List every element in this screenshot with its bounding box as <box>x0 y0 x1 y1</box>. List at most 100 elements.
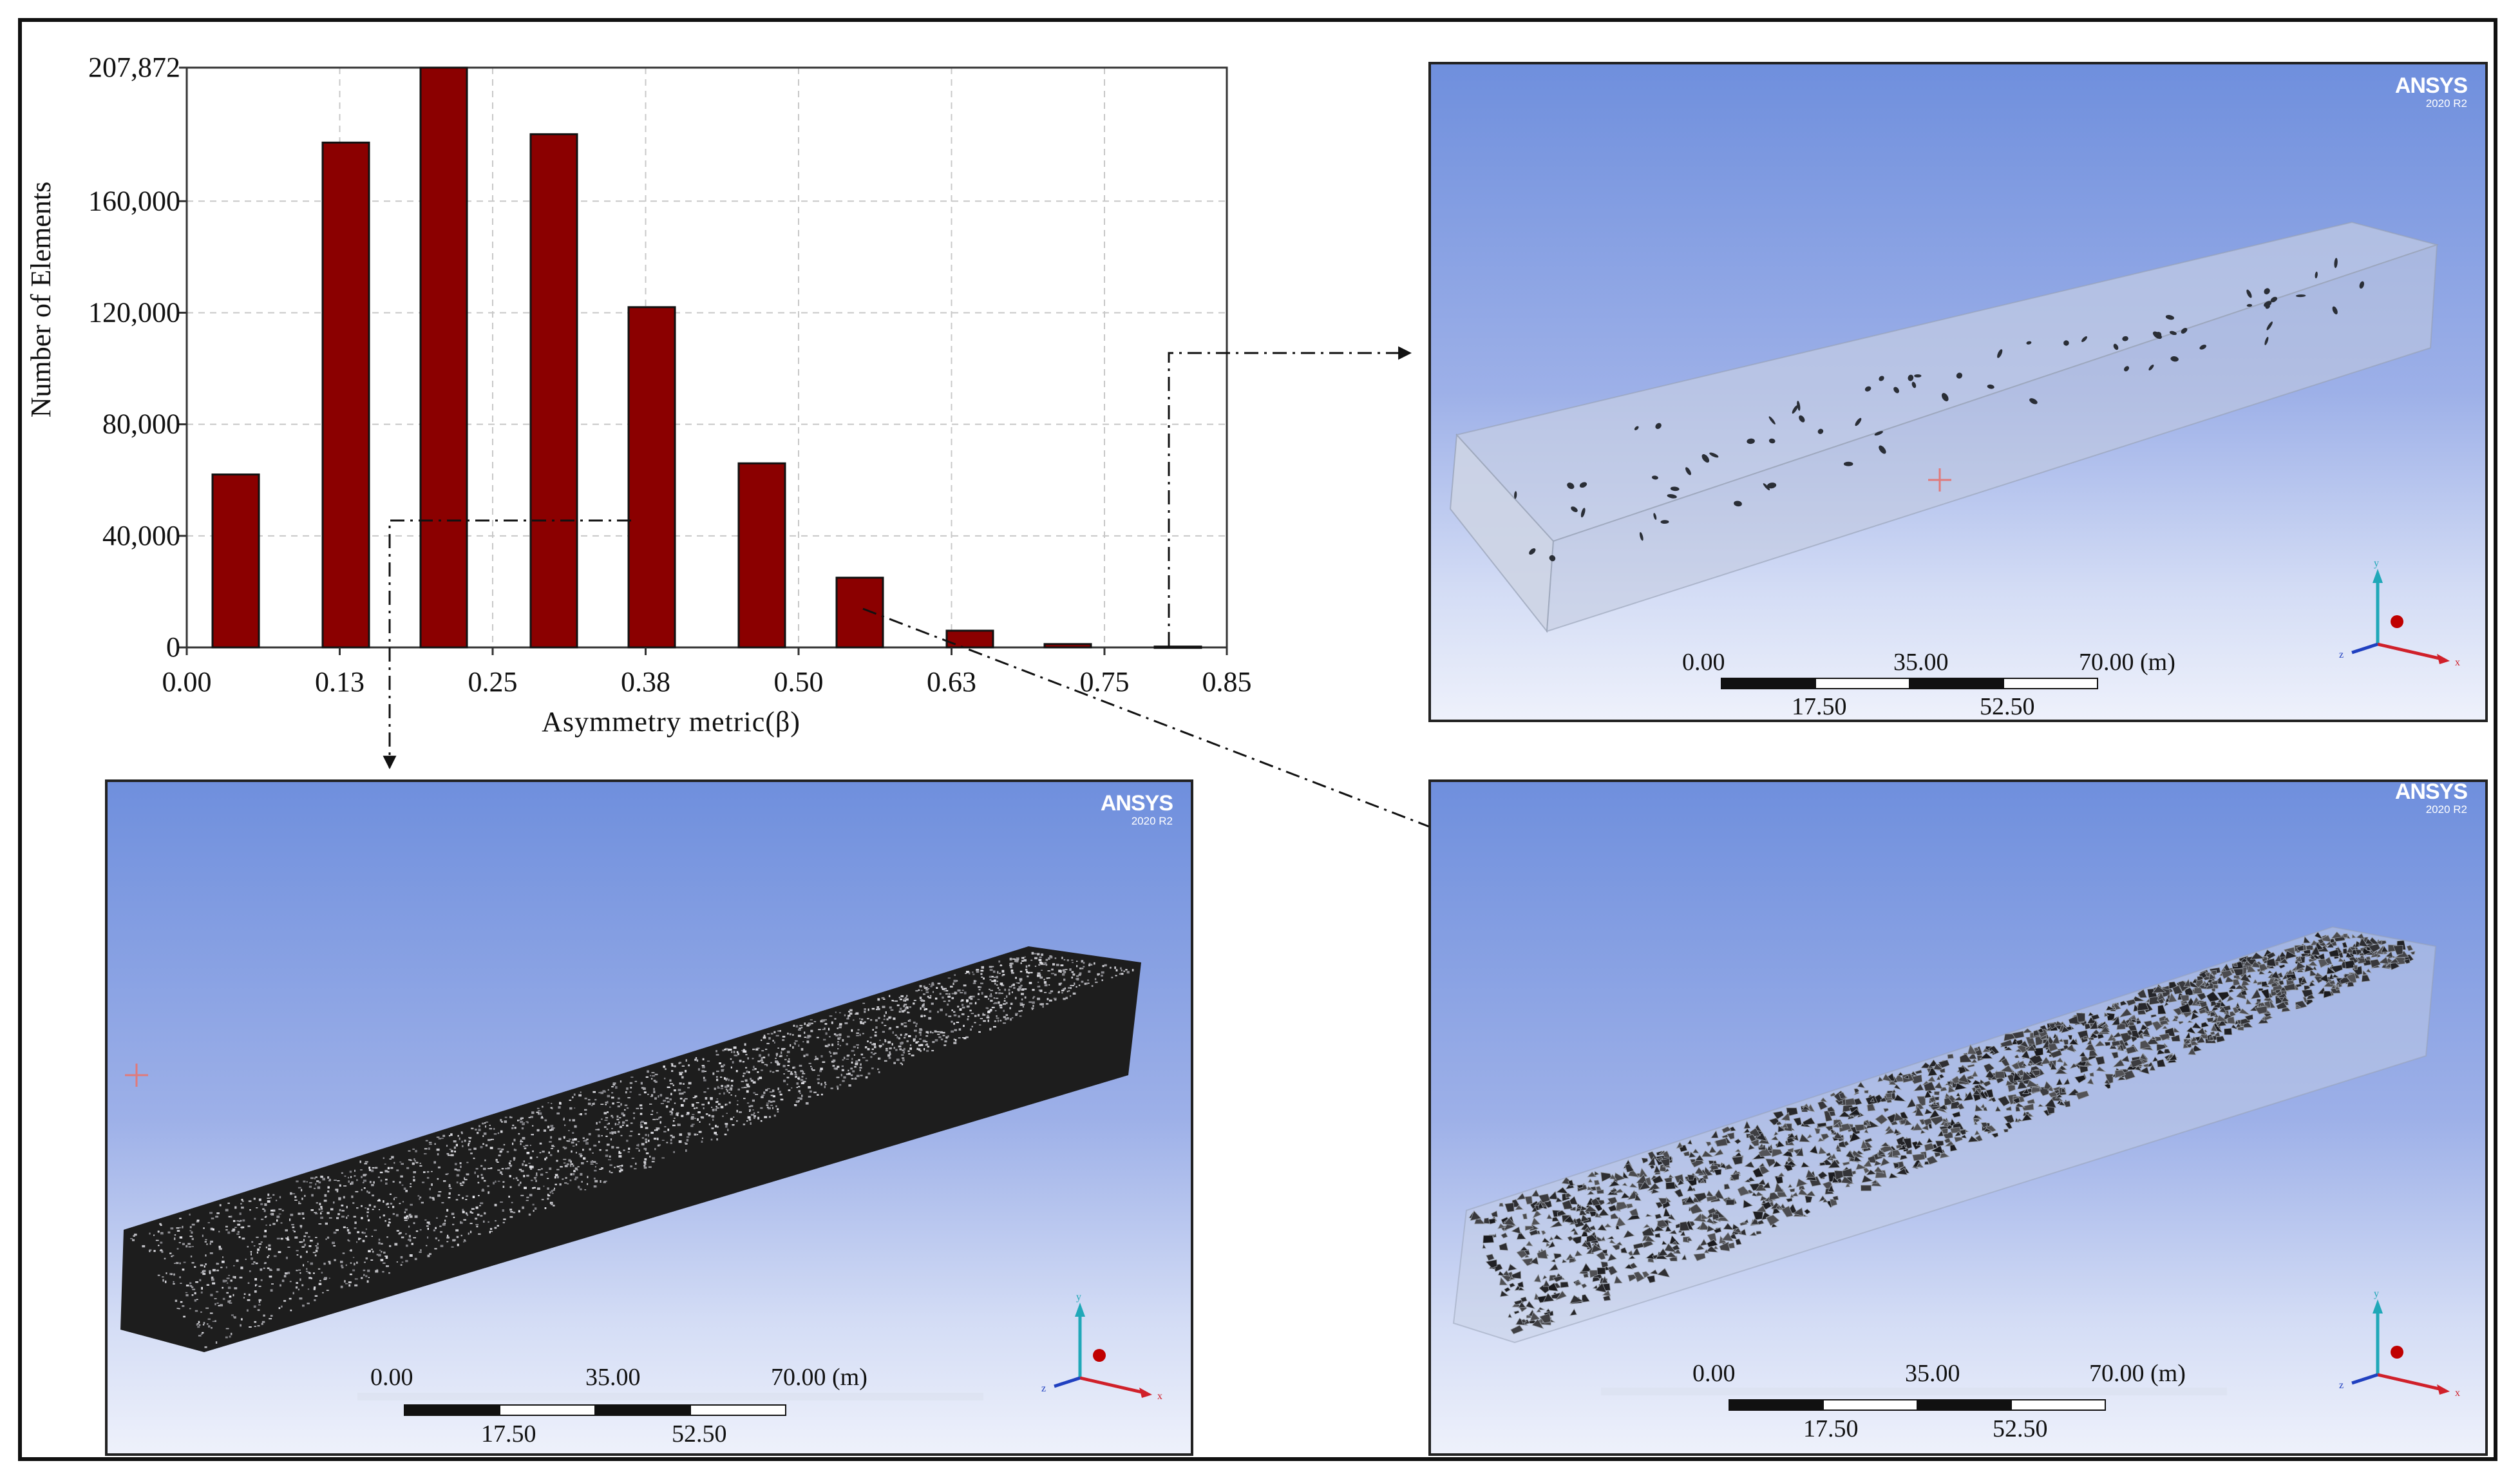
mesh-speck <box>974 1015 977 1017</box>
mesh-speck <box>610 1138 612 1141</box>
mesh-speck <box>1094 962 1095 965</box>
mesh-speck <box>540 1173 544 1176</box>
mesh-speck <box>1126 971 1130 974</box>
mesh-cell <box>2027 1062 2032 1067</box>
mesh-cell <box>2149 1064 2156 1071</box>
mesh-cell <box>1624 1163 1634 1173</box>
mesh-speck <box>376 1269 379 1271</box>
mesh-cell <box>2246 973 2252 979</box>
mesh-speck <box>215 1216 219 1218</box>
mesh-cell <box>2081 1055 2090 1063</box>
mesh-speck <box>179 1218 182 1219</box>
mesh-cell <box>1638 1180 1651 1190</box>
mesh-speck <box>839 1084 842 1086</box>
mesh-speck <box>781 1051 782 1055</box>
mesh-speck <box>352 1269 355 1272</box>
mesh-speck <box>643 1167 647 1169</box>
mesh-speck <box>203 1227 205 1229</box>
mesh-speck <box>1003 1000 1006 1002</box>
mesh-speck <box>874 1046 876 1049</box>
mesh-speck <box>219 1204 222 1207</box>
mesh-cell <box>1504 1286 1511 1293</box>
mesh-speck <box>453 1216 455 1218</box>
mesh-cell <box>1549 555 1556 562</box>
mesh-cell <box>1777 1172 1785 1178</box>
mesh-speck <box>639 1104 643 1107</box>
mesh-speck <box>618 1152 622 1154</box>
mesh-speck <box>371 1184 374 1187</box>
mesh-speck <box>787 1070 790 1072</box>
mesh-speck <box>664 1126 667 1127</box>
mesh-speck <box>513 1160 515 1161</box>
mesh-speck <box>876 1008 878 1011</box>
mesh-speck <box>536 1172 538 1176</box>
mesh-cell <box>2117 1044 2122 1050</box>
mesh-speck <box>1084 982 1086 985</box>
mesh-speck <box>886 1047 888 1050</box>
mesh-speck <box>750 1078 752 1080</box>
mesh-speck <box>243 1297 245 1299</box>
mesh-speck <box>963 1024 965 1027</box>
mesh-speck <box>501 1121 503 1123</box>
mesh-cell <box>1888 1172 1899 1179</box>
mesh-cell <box>1776 1121 1783 1126</box>
mesh-speck <box>299 1256 302 1258</box>
mesh-cell <box>1805 1190 1816 1197</box>
mesh-cell <box>2347 981 2354 988</box>
mesh-speck <box>566 1140 569 1142</box>
mesh-cell <box>2264 288 2270 294</box>
mesh-speck <box>327 1236 330 1239</box>
triad-sphere <box>1093 1349 1106 1362</box>
mesh-speck <box>925 1031 929 1033</box>
mesh-speck <box>475 1168 478 1170</box>
mesh-speck <box>480 1165 483 1167</box>
mesh-cell <box>1758 1143 1764 1148</box>
mesh-speck <box>978 1031 981 1033</box>
mesh-cell <box>2169 330 2177 336</box>
mesh-speck <box>815 1055 817 1058</box>
mesh-speck <box>518 1184 520 1187</box>
mesh-speck <box>301 1284 304 1286</box>
mesh-cell <box>2061 1087 2067 1093</box>
mesh-speck <box>598 1092 602 1094</box>
mesh-cell <box>2278 964 2286 969</box>
mesh-speck <box>1070 984 1073 986</box>
mesh-cell <box>2111 1031 2122 1038</box>
mesh-speck <box>194 1299 196 1302</box>
mesh-speck <box>770 1105 773 1106</box>
mesh-speck <box>535 1175 538 1177</box>
mesh-speck <box>216 1291 219 1293</box>
mesh-cell <box>1723 1222 1734 1230</box>
mesh-cell <box>1574 1250 1583 1257</box>
mesh-speck <box>448 1134 451 1137</box>
mesh-speck <box>936 987 938 989</box>
ansys-logo: ANSYS 2020 R2 <box>2394 73 2468 110</box>
mesh-cell <box>1511 1199 1521 1208</box>
mesh-speck <box>942 988 945 990</box>
mesh-speck <box>249 1326 252 1328</box>
mesh-speck <box>750 1080 753 1082</box>
mesh-cell <box>1547 1190 1558 1200</box>
mesh-speck <box>384 1170 388 1172</box>
mesh-speck <box>905 1033 908 1036</box>
mesh-speck <box>132 1239 135 1241</box>
mesh-speck <box>520 1140 522 1141</box>
mesh-speck <box>466 1173 469 1176</box>
mesh-speck <box>798 1029 801 1031</box>
mesh-speck <box>865 1060 868 1062</box>
mesh-speck <box>344 1280 346 1283</box>
mesh-speck <box>568 1130 570 1131</box>
mesh-speck <box>687 1087 690 1089</box>
mesh-speck <box>730 1080 734 1082</box>
mesh-speck <box>387 1224 390 1227</box>
mesh-speck <box>405 1259 408 1263</box>
mesh-speck <box>741 1080 744 1082</box>
mesh-cell <box>1709 1145 1717 1153</box>
mesh-speck <box>526 1174 529 1177</box>
mesh-speck <box>337 1180 340 1181</box>
mesh-speck <box>981 977 983 978</box>
scale-label-0: 0.00 <box>1692 1360 1736 1387</box>
mesh-cell <box>1677 1179 1685 1186</box>
mesh-speck <box>233 1265 235 1266</box>
mesh-cell <box>2330 931 2343 939</box>
